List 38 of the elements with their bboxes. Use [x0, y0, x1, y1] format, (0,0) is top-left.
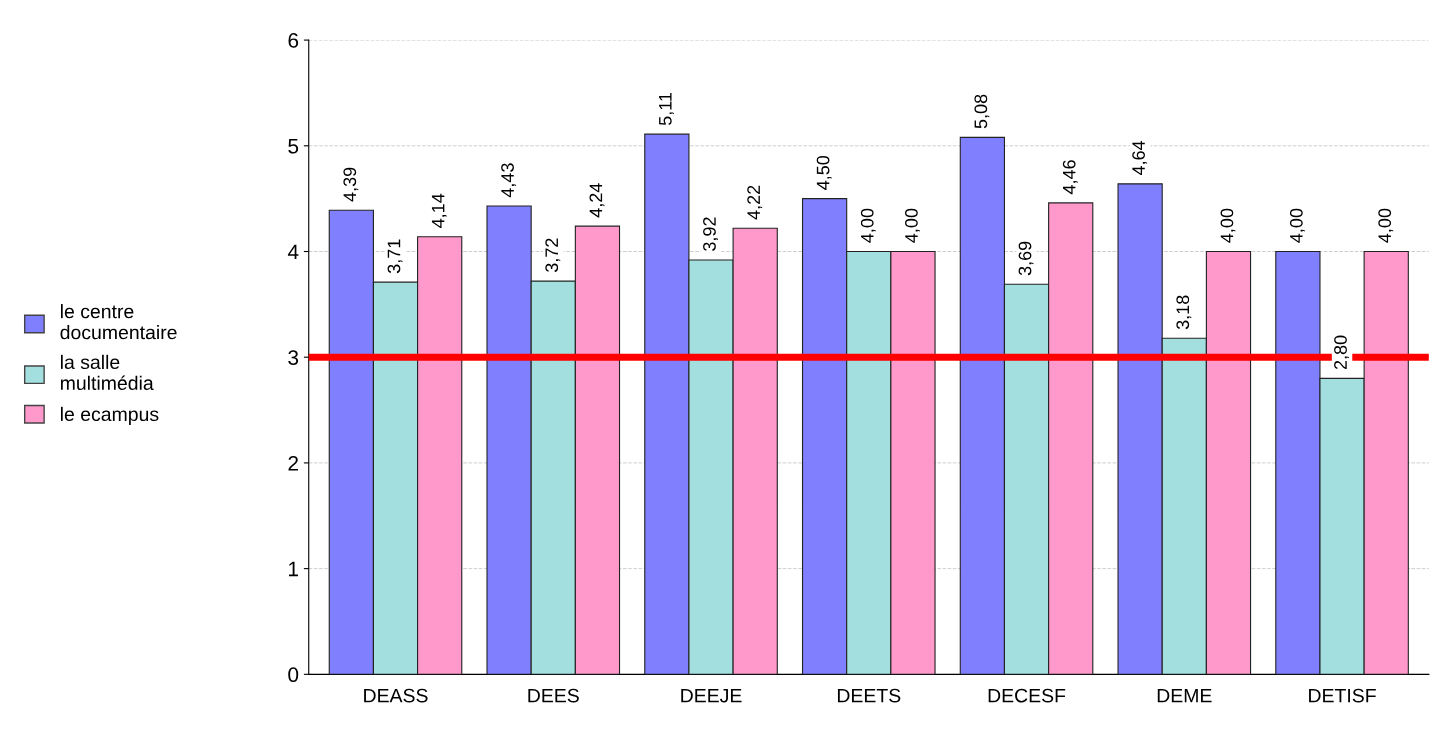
- y-tick-label: 1: [289, 561, 298, 577]
- y-tick-label: 3: [288, 350, 299, 365]
- data-label: 4,00: [905, 208, 920, 243]
- data-label: 4,50: [816, 155, 832, 190]
- data-label: 4,00: [860, 208, 876, 243]
- x-tick-label: DEEJE: [681, 688, 742, 703]
- legend-label: le centre documentaire: [60, 304, 177, 340]
- data-label: 3,72: [545, 238, 561, 273]
- data-label: 3,92: [703, 217, 718, 251]
- x-tick-label: DETISF: [1309, 688, 1376, 703]
- data-label: 5,11: [659, 92, 674, 126]
- data-label: 3,71: [387, 239, 403, 274]
- data-label: 4,00: [1289, 208, 1305, 243]
- data-label: 4,43: [501, 163, 517, 198]
- y-tick-label: 2: [288, 455, 298, 471]
- data-label: 4,22: [747, 185, 763, 220]
- data-label: 4,00: [1378, 208, 1394, 243]
- data-label: 4,14: [431, 193, 447, 228]
- data-label: 5,08: [974, 94, 990, 129]
- x-tick-label: DEETS: [837, 688, 901, 703]
- y-tick-label: 0: [288, 667, 299, 683]
- y-tick-label: 4: [287, 244, 299, 260]
- data-label: 4,00: [1220, 208, 1236, 243]
- y-tick-label: 6: [288, 33, 299, 48]
- x-tick-label: DEASS: [364, 688, 428, 703]
- data-label: 4,24: [589, 183, 605, 218]
- x-tick-label: DECESF: [988, 688, 1066, 703]
- legend-label: la salle multimédia: [60, 354, 154, 391]
- legend-label: le ecampus: [60, 406, 159, 425]
- data-label: 3,69: [1018, 241, 1034, 276]
- x-tick-label: DEES: [528, 688, 579, 703]
- y-tick-label: 5: [288, 139, 299, 154]
- data-label: 4,64: [1132, 140, 1148, 176]
- data-label: 3,18: [1176, 295, 1192, 330]
- data-label: 4,39: [343, 167, 359, 202]
- data-label: 2,80: [1334, 335, 1350, 370]
- data-label: 4,46: [1062, 160, 1078, 195]
- x-tick-label: DEME: [1157, 688, 1212, 703]
